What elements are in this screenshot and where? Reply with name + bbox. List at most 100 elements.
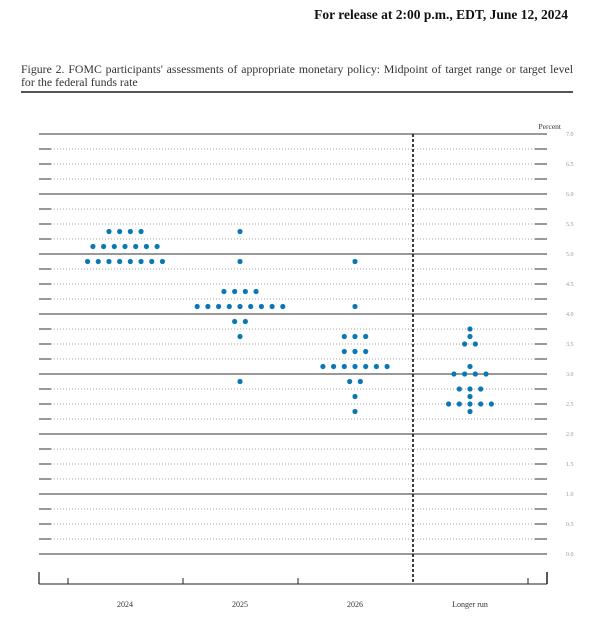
dot-2026 — [320, 363, 326, 370]
y-tick-label: 2.5 — [566, 402, 574, 408]
dot-2024 — [95, 258, 101, 265]
dot-2024 — [117, 228, 123, 235]
dot-2026 — [363, 333, 369, 340]
dot-2026 — [363, 363, 369, 370]
y-tick-label: 1.0 — [566, 492, 574, 498]
dot-2025 — [232, 288, 238, 295]
dot-2026 — [352, 393, 358, 400]
dot-2025 — [253, 288, 259, 295]
dot-2026 — [363, 348, 369, 355]
dot-2025 — [242, 288, 248, 295]
dot-longer-run — [467, 386, 473, 392]
dot-2024 — [122, 243, 128, 250]
dot-2026 — [341, 348, 347, 355]
y-tick-label: 3.5 — [566, 342, 574, 348]
y-axis-label: Percent — [539, 122, 562, 131]
dot-2025 — [226, 303, 232, 310]
dot-2026 — [341, 363, 347, 370]
dot-longer-run — [467, 333, 473, 340]
y-tick-label: 2.0 — [566, 432, 574, 438]
dot-2024 — [90, 243, 96, 250]
dot-longer-run — [478, 386, 484, 392]
x-axis — [38, 572, 548, 585]
dot-2026 — [373, 363, 379, 370]
dot-longer-run — [472, 341, 478, 347]
dot-2024 — [133, 243, 139, 250]
dot-2026 — [347, 378, 353, 385]
dot-2026 — [341, 333, 347, 340]
dot-longer-run — [451, 371, 457, 377]
y-tick-label: 0.5 — [566, 522, 574, 528]
gridlines — [39, 133, 547, 555]
dot-2024 — [154, 243, 160, 250]
dot-2024 — [117, 258, 123, 265]
y-tick-label: 6.0 — [566, 192, 574, 198]
dot-2025 — [269, 303, 275, 310]
dot-2024 — [127, 228, 133, 235]
y-tick-label: 1.5 — [566, 462, 574, 468]
dot-2024 — [127, 258, 133, 265]
y-tick-label: 0.0 — [566, 552, 574, 558]
dot-longer-run — [446, 401, 452, 407]
dot-longer-run — [462, 341, 468, 347]
dot-2024 — [106, 258, 112, 265]
dot-longer-run — [488, 401, 494, 407]
x-category-labels: 2024 2025 2026 Longer run — [117, 600, 488, 609]
dot-longer-run — [467, 393, 473, 400]
dot-2025 — [232, 318, 238, 325]
x-category-label: Longer run — [452, 600, 488, 609]
y-tick-labels: 0.0 0.5 1.0 1.5 2.0 2.5 3.0 3.5 4.0 4.5 5.0 5.5 6.0 6… — [566, 132, 574, 558]
x-category-label: 2026 — [347, 600, 363, 609]
dot-2025 — [237, 333, 243, 340]
dot-2026 — [357, 378, 363, 385]
x-category-label: 2024 — [117, 600, 133, 609]
dots — [84, 228, 494, 415]
dot-2026 — [331, 363, 337, 370]
dot-2024 — [143, 243, 149, 250]
dot-2025 — [248, 303, 254, 310]
dot-2025 — [194, 303, 200, 310]
dot-2024 — [149, 258, 155, 265]
dot-2025 — [280, 303, 286, 310]
dot-2024 — [138, 258, 144, 265]
release-header: For release at 2:00 p.m., EDT, June 12, … — [314, 7, 568, 22]
x-category-label: 2025 — [232, 600, 248, 609]
dot-2025 — [242, 318, 248, 325]
y-tick-label: 5.0 — [566, 252, 574, 258]
dot-2024 — [159, 258, 166, 265]
dot-longer-run — [467, 363, 473, 370]
dot-2024 — [84, 258, 91, 265]
dot-2025 — [258, 303, 264, 310]
dot-longer-run — [462, 371, 468, 377]
dot-2025 — [221, 288, 227, 295]
dot-2025 — [237, 378, 243, 385]
dot-2024 — [106, 228, 112, 235]
dot-longer-run — [467, 326, 473, 332]
dot-2026 — [352, 303, 358, 310]
y-tick-label: 7.0 — [566, 132, 574, 138]
dot-2026 — [384, 363, 390, 370]
dot-2026 — [352, 408, 358, 415]
dot-2024 — [111, 243, 117, 250]
y-tick-label: 6.5 — [566, 162, 574, 168]
dot-2026 — [352, 348, 358, 355]
dot-2025 — [237, 228, 243, 235]
title-rule — [21, 91, 573, 93]
dot-2025 — [216, 303, 222, 310]
dot-longer-run — [478, 401, 484, 407]
dot-2025 — [237, 303, 243, 310]
dot-2026 — [352, 258, 358, 265]
dot-2025 — [205, 303, 211, 310]
dot-2026 — [352, 333, 358, 340]
dot-2025 — [237, 258, 243, 265]
figure-title: Figure 2. FOMC participants' assessments… — [21, 62, 573, 89]
dot-longer-run — [456, 401, 462, 407]
dot-2026 — [352, 363, 358, 370]
dot-2024 — [138, 228, 144, 235]
y-tick-label: 5.5 — [566, 222, 574, 228]
y-tick-label: 3.0 — [566, 372, 574, 378]
dot-longer-run — [467, 401, 473, 407]
dot-longer-run — [472, 371, 478, 377]
dot-longer-run — [456, 386, 462, 392]
